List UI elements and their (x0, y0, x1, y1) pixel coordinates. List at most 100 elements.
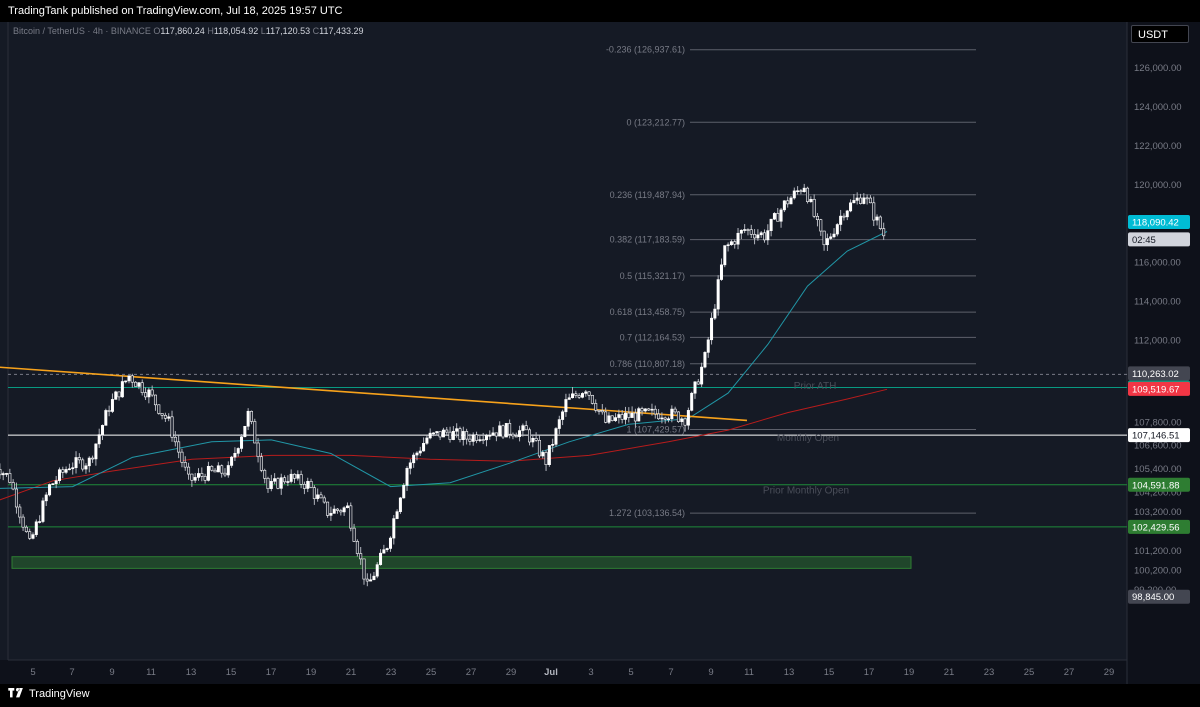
candle-body[interactable] (203, 476, 207, 481)
candle-body[interactable] (273, 478, 277, 482)
candle-body[interactable] (584, 391, 588, 394)
candle-body[interactable] (504, 423, 508, 438)
candle-body[interactable] (571, 393, 575, 399)
candle-body[interactable] (580, 393, 584, 398)
candle-body[interactable] (425, 437, 429, 444)
candle-body[interactable] (825, 238, 829, 246)
candle-body[interactable] (306, 481, 310, 489)
candle-body[interactable] (776, 213, 780, 222)
candle-body[interactable] (355, 541, 359, 554)
candle-body[interactable] (249, 410, 253, 422)
candle-body[interactable] (130, 375, 134, 383)
candle-body[interactable] (561, 411, 565, 420)
candle-body[interactable] (147, 389, 151, 398)
candle-body[interactable] (710, 317, 714, 341)
candle-body[interactable] (309, 481, 313, 488)
candle-body[interactable] (660, 417, 664, 420)
candle-body[interactable] (782, 200, 786, 211)
candle-body[interactable] (223, 472, 227, 476)
candle-body[interactable] (269, 481, 273, 489)
candle-body[interactable] (276, 478, 280, 489)
candle-body[interactable] (153, 394, 157, 406)
candle-body[interactable] (531, 437, 535, 443)
candle-body[interactable] (706, 339, 710, 353)
candle-body[interactable] (97, 434, 101, 445)
candle-body[interactable] (878, 216, 882, 229)
candle-body[interactable] (359, 553, 363, 560)
candle-body[interactable] (855, 197, 859, 201)
candle-body[interactable] (508, 423, 512, 435)
candle-body[interactable] (312, 487, 316, 499)
candle-body[interactable] (230, 456, 234, 466)
candle-body[interactable] (114, 391, 118, 400)
candle-body[interactable] (637, 408, 641, 422)
candle-body[interactable] (418, 450, 422, 454)
candle-body[interactable] (220, 465, 224, 474)
candle-body[interactable] (716, 279, 720, 310)
candle-body[interactable] (792, 190, 796, 199)
candle-body[interactable] (163, 414, 167, 419)
candle-body[interactable] (461, 431, 465, 440)
price-label[interactable]: 104,591.88 (1128, 477, 1190, 492)
candle-body[interactable] (8, 473, 12, 483)
candle-body[interactable] (104, 410, 108, 426)
candle-body[interactable] (101, 425, 105, 435)
candle-body[interactable] (723, 245, 727, 266)
candle-body[interactable] (524, 425, 528, 431)
candle-body[interactable] (527, 429, 531, 443)
candles[interactable] (0, 183, 886, 587)
candle-body[interactable] (796, 190, 800, 193)
candle-body[interactable] (18, 506, 22, 518)
price-chart[interactable]: -0.236 (126,937.61) 0 (123,212.77) 0.236 (… (0, 22, 1200, 684)
candle-body[interactable] (468, 438, 472, 442)
candle-body[interactable] (620, 414, 624, 420)
candle-body[interactable] (67, 468, 71, 471)
price-label[interactable]: 110,263.02 (1128, 366, 1190, 381)
support-zone[interactable] (11, 556, 912, 569)
candle-body[interactable] (872, 202, 876, 221)
candle-body[interactable] (541, 452, 545, 457)
candle-body[interactable] (81, 459, 85, 470)
candle-body[interactable] (240, 436, 244, 449)
candle-body[interactable] (415, 452, 419, 456)
candle-body[interactable] (868, 197, 872, 204)
candle-body[interactable] (845, 210, 849, 218)
candle-body[interactable] (372, 575, 376, 581)
candle-body[interactable] (150, 389, 154, 396)
candle-body[interactable] (28, 531, 32, 539)
candle-body[interactable] (567, 397, 571, 400)
candle-body[interactable] (438, 431, 442, 438)
candle-body[interactable] (647, 408, 651, 411)
candle-body[interactable] (256, 442, 260, 457)
candle-body[interactable] (77, 457, 81, 461)
candle-body[interactable] (117, 391, 121, 398)
candle-body[interactable] (518, 430, 522, 437)
candle-body[interactable] (167, 416, 171, 419)
candle-body[interactable] (832, 233, 836, 238)
candle-body[interactable] (352, 527, 356, 542)
candle-body[interactable] (187, 466, 191, 475)
candle-body[interactable] (759, 232, 763, 236)
price-label[interactable]: 02:45 (1128, 232, 1190, 247)
candle-body[interactable] (554, 428, 558, 445)
candle-body[interactable] (369, 579, 373, 582)
symbol-name[interactable]: Bitcoin / TetherUS · 4h · BINANCE (13, 26, 151, 36)
candle-body[interactable] (124, 380, 128, 383)
candle-body[interactable] (385, 548, 389, 550)
candle-body[interactable] (630, 412, 634, 418)
candle-body[interactable] (729, 241, 733, 246)
candle-body[interactable] (779, 209, 783, 222)
candle-body[interactable] (802, 187, 806, 192)
price-label[interactable]: 109,519.67 (1128, 381, 1190, 396)
candle-body[interactable] (91, 457, 95, 460)
candle-body[interactable] (753, 234, 757, 239)
candle-body[interactable] (127, 375, 131, 382)
candle-body[interactable] (74, 457, 78, 468)
candle-body[interactable] (663, 417, 667, 420)
candle-body[interactable] (703, 352, 707, 368)
candle-body[interactable] (216, 465, 220, 473)
candle-body[interactable] (412, 454, 416, 464)
candle-body[interactable] (279, 477, 283, 489)
candle-body[interactable] (408, 462, 412, 469)
candle-body[interactable] (600, 410, 604, 413)
